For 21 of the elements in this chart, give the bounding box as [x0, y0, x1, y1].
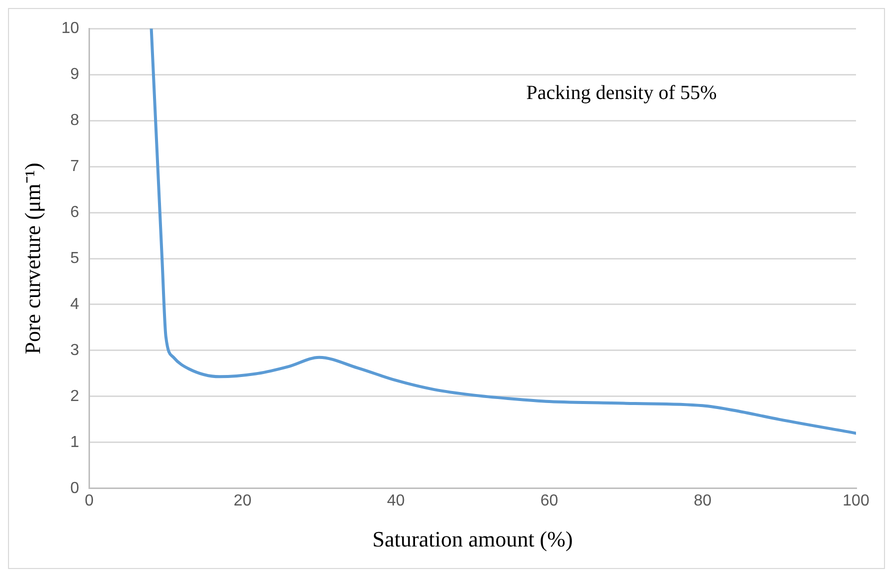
x-axis-title: Saturation amount (%) — [372, 526, 573, 552]
x-tick-label: 0 — [84, 492, 94, 510]
y-tick-label: 2 — [70, 388, 80, 405]
y-tick-label: 0 — [70, 480, 80, 497]
y-tick-label: 4 — [70, 296, 80, 313]
x-tick-label: 80 — [694, 492, 712, 510]
y-tick-label: 8 — [70, 112, 80, 129]
y-tick-label: 6 — [70, 204, 80, 221]
y-tick-label: 10 — [61, 20, 80, 38]
line-series — [150, 28, 856, 435]
y-tick-label: 5 — [70, 250, 80, 267]
y-tick-label: 1 — [70, 434, 80, 451]
x-tick-label: 100 — [842, 492, 870, 510]
y-axis-title: Pore curveture (μm⁻¹) — [20, 162, 45, 354]
x-tick-label: 60 — [540, 492, 558, 510]
y-tick-label: 7 — [70, 158, 80, 175]
y-tick-label: 3 — [70, 342, 80, 359]
annotation: Packing density of 55% — [526, 82, 717, 104]
x-tick-label: 40 — [387, 492, 405, 510]
y-tick-label: 9 — [70, 66, 80, 83]
x-tick-label: 20 — [234, 492, 252, 510]
